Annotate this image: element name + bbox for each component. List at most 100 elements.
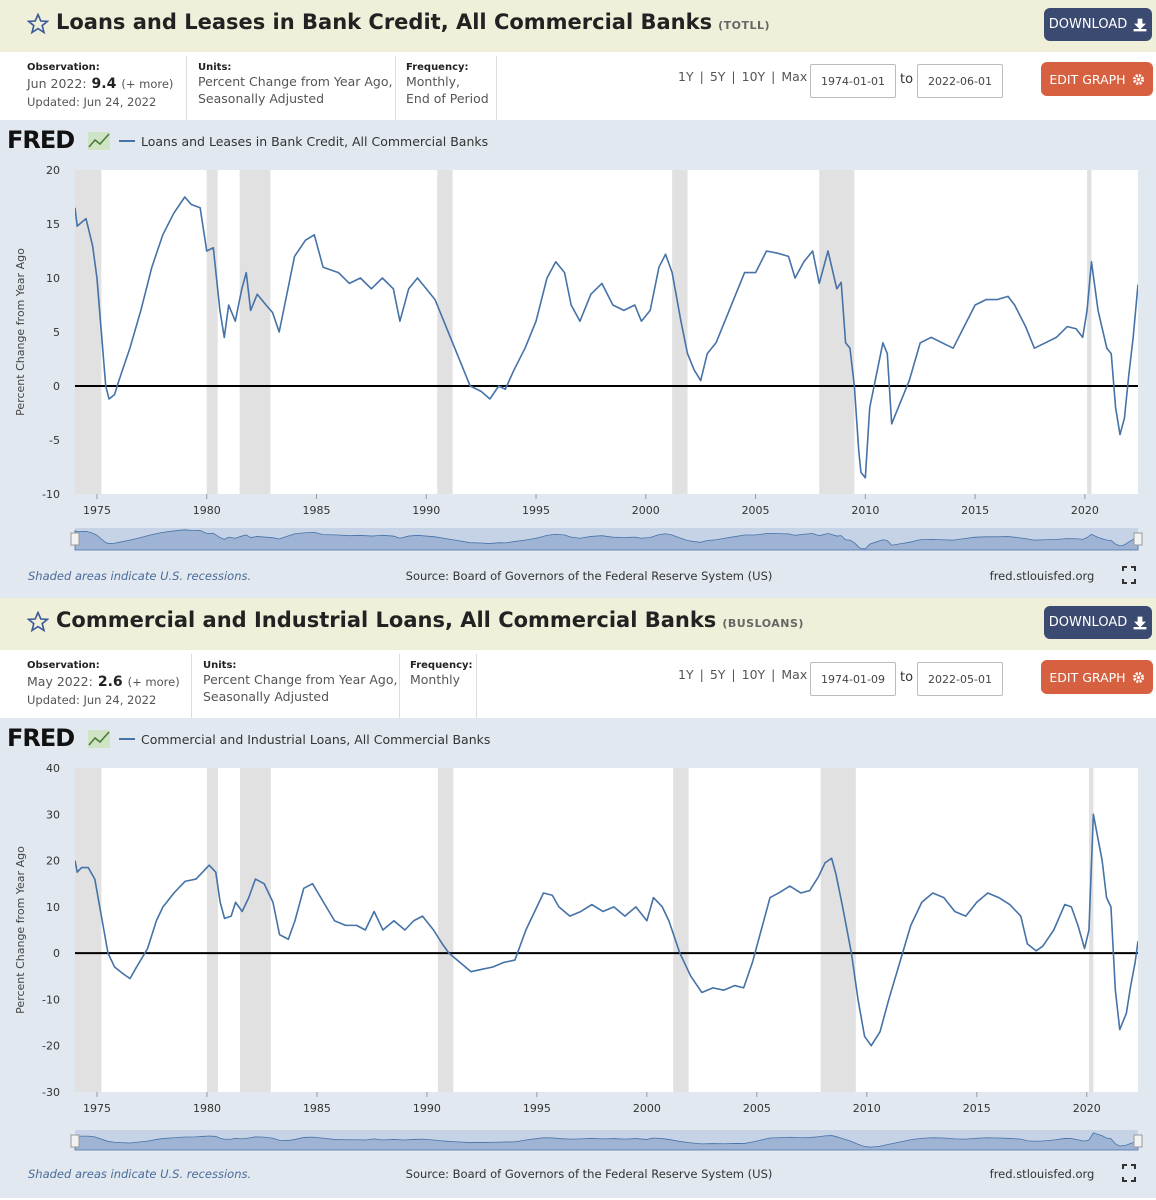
footnote: Shaded areas indicate U.S. recessions. — [28, 1167, 251, 1181]
x-tick-label: 1990 — [412, 504, 440, 517]
site: fred.stlouisfed.org — [990, 569, 1095, 583]
series-id: (TOTLL) — [718, 19, 771, 32]
edit-graph-button[interactable]: EDIT GRAPH — [1041, 660, 1153, 694]
chart-area: FRED Loans and Leases in Bank Credit, All… — [0, 120, 1156, 598]
footnote: Shaded areas indicate U.S. recessions. — [28, 569, 251, 583]
y-tick-label: 20 — [46, 164, 60, 177]
units: Seasonally Adjusted — [198, 91, 325, 106]
header: Commercial and Industrial Loans, All Com… — [0, 598, 1156, 650]
info-row: Observation: May 2022: 2.6 (+ more) Updated:… — [0, 650, 1156, 718]
recession-band — [206, 768, 218, 1092]
units: Percent Change from Year Ago, — [198, 74, 393, 89]
fullscreen-icon[interactable] — [1122, 566, 1136, 584]
more-link[interactable]: (+ more) — [121, 77, 174, 91]
title: Loans and Leases in Bank Credit, All Com… — [56, 10, 713, 34]
chart: Loans and Leases in Bank Credit, All Com… — [14, 132, 1143, 584]
navigator-handle[interactable] — [70, 1134, 80, 1148]
plot-background — [75, 768, 1138, 1092]
legend-label: Commercial and Industrial Loans, All Com… — [141, 732, 490, 747]
plot — [75, 768, 1138, 1092]
fred-logo: FRED — [7, 724, 75, 752]
star-icon[interactable] — [27, 13, 49, 35]
download-button[interactable]: DOWNLOAD — [1044, 8, 1152, 41]
gear — [1132, 671, 1144, 683]
start-date[interactable]: 1974-01-09 — [810, 662, 896, 696]
edit-label: EDIT GRAPH — [1049, 669, 1126, 685]
y-tick-label: 0 — [53, 947, 60, 960]
y-tick-label: -10 — [42, 488, 60, 501]
range-button[interactable]: 1Y — [678, 69, 694, 84]
range-button[interactable]: 1Y — [678, 667, 694, 682]
download-label: DOWNLOAD — [1048, 615, 1128, 630]
star — [27, 13, 49, 35]
separator — [476, 654, 477, 718]
range-button[interactable]: Max — [781, 667, 808, 682]
x-tick-label: 2020 — [1073, 1102, 1101, 1115]
recession-band — [206, 170, 218, 494]
observation-date: May 2022: — [27, 674, 93, 689]
x-tick-label: 2005 — [743, 1102, 771, 1115]
observation: Jun 2022: 9.4 (+ more) — [27, 76, 173, 92]
y-tick-label: 15 — [46, 218, 60, 231]
observation-value: 2.6 — [97, 674, 123, 690]
frequency: Monthly — [410, 672, 461, 687]
navigator-handle[interactable] — [1133, 532, 1143, 546]
download-glyph — [1133, 18, 1147, 31]
x-tick-label: 1980 — [193, 504, 221, 517]
y-tick-label: -5 — [49, 434, 60, 447]
end-date[interactable]: 2022-05-01 — [917, 662, 1003, 696]
download-icon — [1133, 616, 1147, 629]
more-link[interactable]: (+ more) — [127, 675, 180, 689]
source: Source: Board of Governors of the Federa… — [406, 1167, 773, 1181]
frequency-label: Frequency: — [410, 660, 473, 671]
observation-label: Observation: — [27, 660, 100, 671]
navigator-handle[interactable] — [70, 532, 80, 546]
x-tick-label: 1995 — [522, 504, 550, 517]
recession-band — [819, 170, 855, 494]
y-tick-label: -30 — [42, 1086, 60, 1099]
x-tick-label: 1975 — [83, 504, 111, 517]
gear — [1132, 73, 1144, 85]
y-tick-label: -10 — [42, 993, 60, 1006]
units: Percent Change from Year Ago, — [203, 672, 398, 687]
recession-band — [673, 768, 689, 1092]
range-button[interactable]: Max — [781, 69, 808, 84]
range-separator: | — [731, 69, 736, 84]
x-tick-label: 2000 — [632, 504, 660, 517]
x-tick-label: 1990 — [413, 1102, 441, 1115]
recession-band — [437, 170, 453, 494]
range-button[interactable]: 5Y — [709, 667, 726, 682]
range-button[interactable]: 10Y — [741, 667, 766, 682]
navigator-area — [74, 529, 1139, 551]
download-button[interactable]: DOWNLOAD — [1044, 606, 1152, 639]
gear-icon — [1132, 671, 1144, 683]
navigator-handle[interactable] — [1133, 1134, 1143, 1148]
panel: Commercial and Industrial Loans, All Com… — [0, 598, 1156, 1200]
star-icon[interactable] — [27, 611, 49, 633]
edit-graph-button[interactable]: EDIT GRAPH — [1041, 62, 1153, 96]
range-button[interactable]: 10Y — [741, 69, 766, 84]
observation: May 2022: 2.6 (+ more) — [27, 674, 180, 690]
fred-logo: FRED — [7, 126, 75, 154]
x-tick-label: 1975 — [83, 1102, 111, 1115]
fullscreen-icon[interactable] — [1122, 1164, 1136, 1182]
start-date[interactable]: 1974-01-01 — [810, 64, 896, 98]
x-tick-label: 2015 — [961, 504, 989, 517]
title: Commercial and Industrial Loans, All Com… — [56, 608, 717, 632]
x-tick-label: 2010 — [853, 1102, 881, 1115]
units-label: Units: — [198, 62, 232, 73]
y-tick-label: -20 — [42, 1040, 60, 1053]
observation-date: Jun 2022: — [27, 76, 87, 91]
recession-band — [1087, 170, 1092, 494]
end-date[interactable]: 2022-06-01 — [917, 64, 1003, 98]
y-tick-label: 10 — [46, 901, 60, 914]
recession-band — [75, 768, 102, 1092]
download-label: DOWNLOAD — [1048, 17, 1128, 32]
logo-icon-bg — [88, 730, 110, 748]
separator — [496, 56, 497, 120]
range-separator: | — [771, 667, 776, 682]
site: fred.stlouisfed.org — [990, 1167, 1095, 1181]
logo-icon-line — [88, 133, 110, 148]
range-button[interactable]: 5Y — [709, 69, 726, 84]
